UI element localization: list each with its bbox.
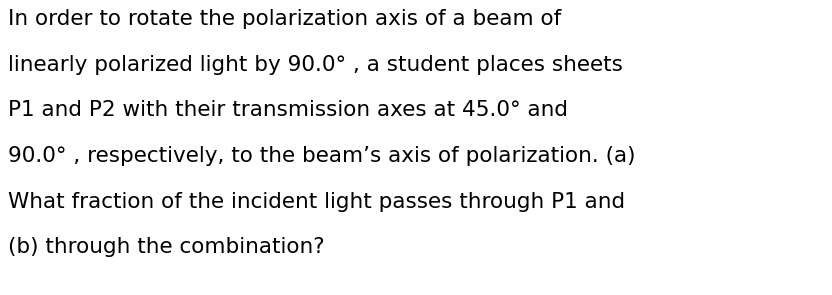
Text: 90.0° , respectively, to the beam’s axis of polarization. (a): 90.0° , respectively, to the beam’s axis… (8, 146, 636, 166)
Text: (b) through the combination?: (b) through the combination? (8, 237, 325, 258)
Text: What fraction of the incident light passes through P1 and: What fraction of the incident light pass… (8, 192, 626, 212)
Text: linearly polarized light by 90.0° , a student places sheets: linearly polarized light by 90.0° , a st… (8, 55, 623, 75)
Text: In order to rotate the polarization axis of a beam of: In order to rotate the polarization axis… (8, 9, 562, 29)
Text: P1 and P2 with their transmission axes at 45.0° and: P1 and P2 with their transmission axes a… (8, 100, 568, 120)
